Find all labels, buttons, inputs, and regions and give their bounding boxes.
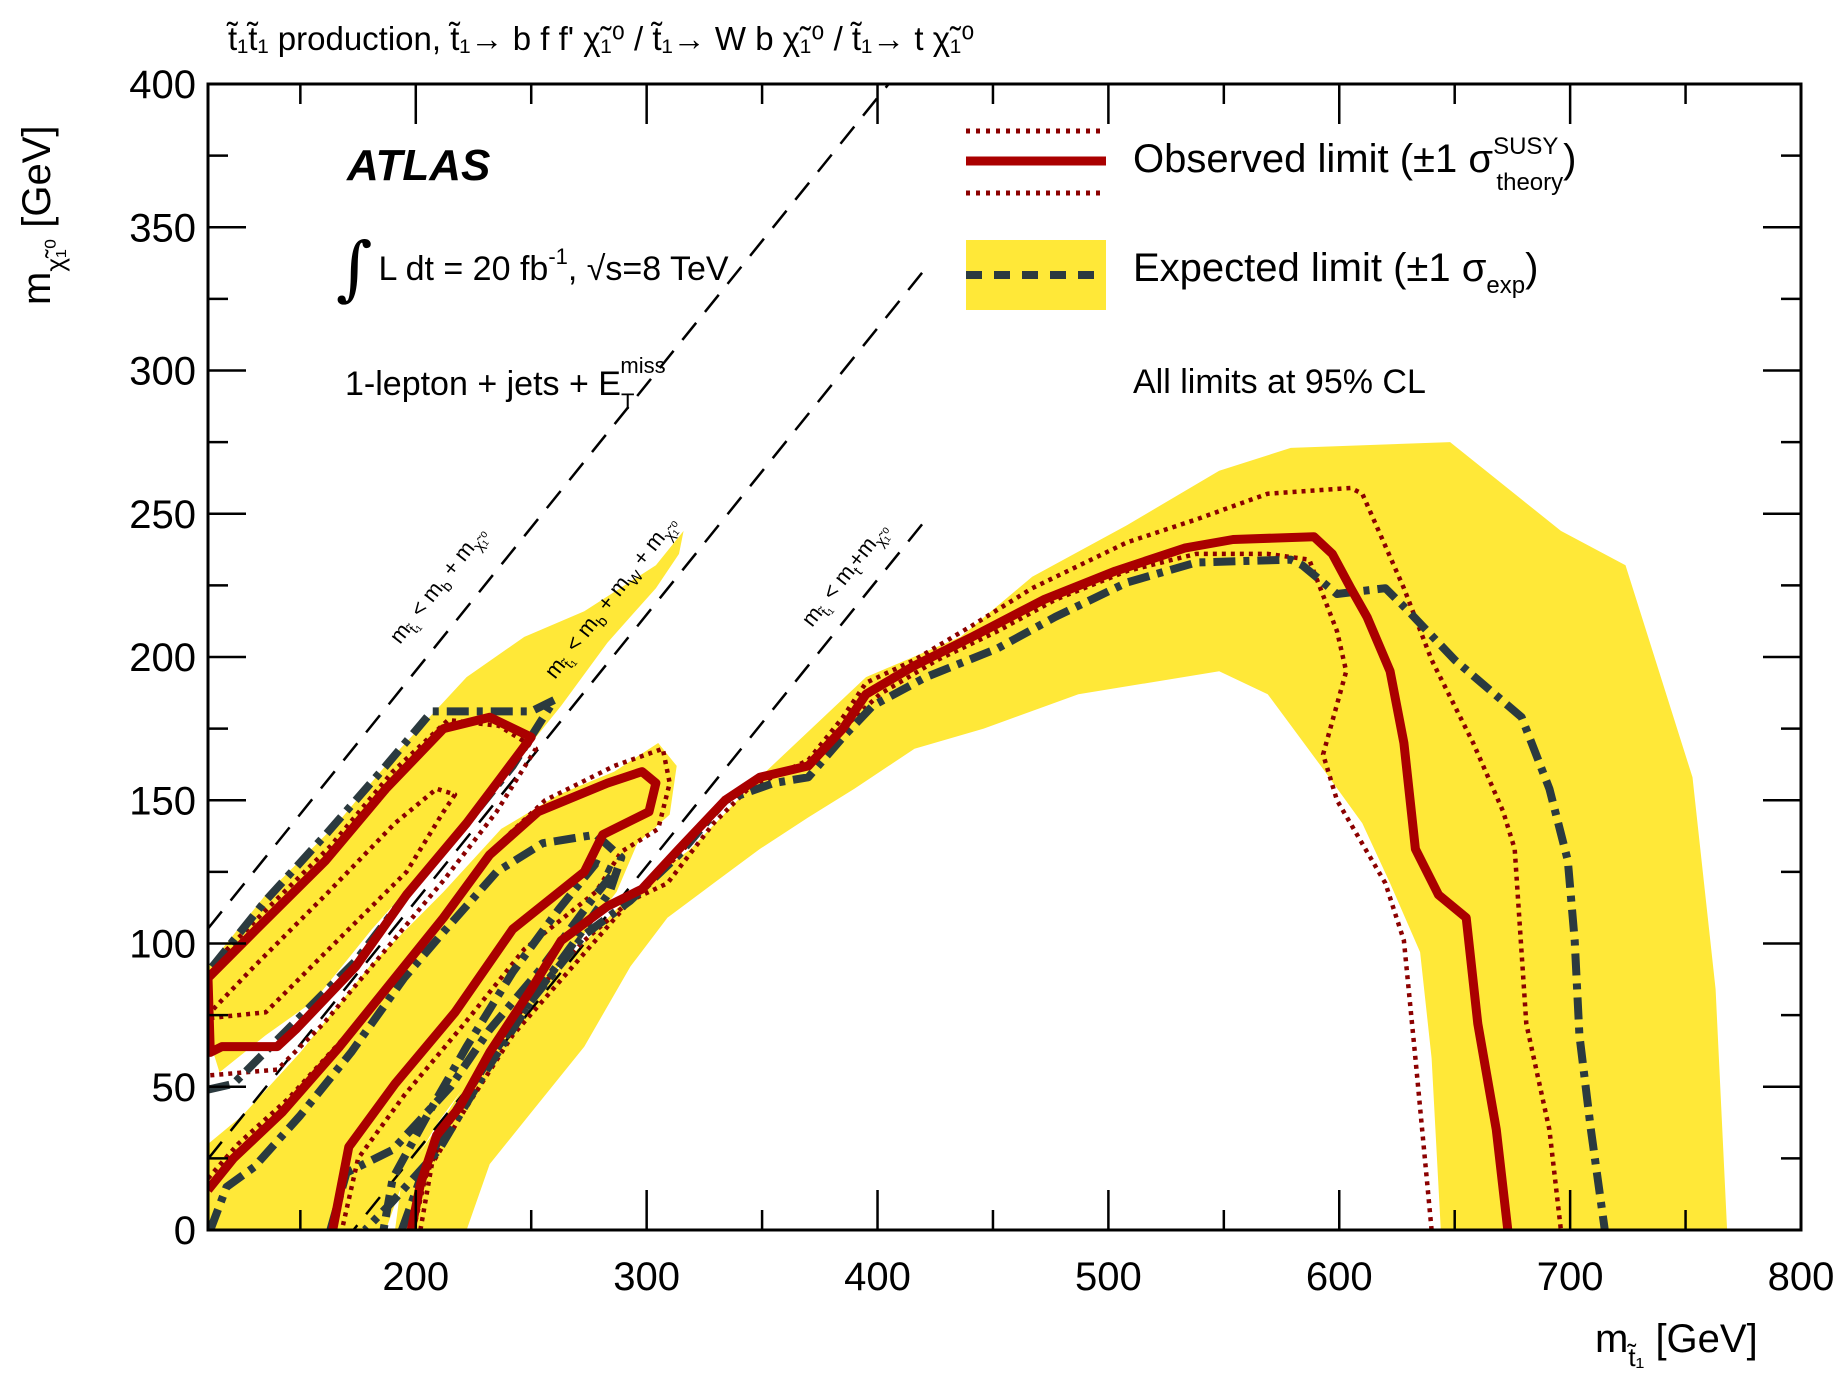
kinematic-line-3 xyxy=(351,521,925,1230)
y-axis-ticks: 0 50 100 150 200 250 300 350 400 xyxy=(129,63,1801,1253)
curve-observed_left_lower xyxy=(208,767,661,1230)
y-tick-label: 0 xyxy=(174,1209,196,1253)
x-axis-title: mt̃₁ [GeV] xyxy=(1595,1317,1758,1372)
y-tick-label: 350 xyxy=(129,206,196,250)
chart-title: t̃₁t̃₁ production, t̃₁→ b f f' χ̃₁⁰ / t̃… xyxy=(226,20,975,57)
curve-observed_left_upper_plus1sigma xyxy=(208,717,539,1078)
curve-observed_right xyxy=(406,532,1513,1230)
curve-observed_right_plus1sigma xyxy=(418,485,1564,1230)
legend-entry-observed: Observed limit (±1 σSUSY theory) xyxy=(966,128,1576,196)
x-tick-label: 200 xyxy=(382,1255,449,1299)
x-tick-label: 300 xyxy=(613,1255,680,1299)
plot-area xyxy=(208,84,1728,1230)
curve-observed_left_upper xyxy=(208,712,536,1057)
y-tick-label: 400 xyxy=(129,63,196,107)
y-axis-title: mχ̃₁⁰ [GeV] xyxy=(15,125,70,305)
legend-entry-expected: Expected limit (±1 σexp) xyxy=(966,240,1538,310)
y-tick-label: 200 xyxy=(129,636,196,680)
luminosity-label: ∫ L dt = 20 fb-1, √s=8 TeV xyxy=(336,227,729,309)
atlas-label: ATLAS xyxy=(346,141,490,190)
x-tick-label: 600 xyxy=(1306,1255,1373,1299)
limit-curves xyxy=(208,485,1609,1230)
x-tick-label: 500 xyxy=(1075,1255,1142,1299)
y-tick-label: 150 xyxy=(129,779,196,823)
curve-expected_left_lower xyxy=(208,830,626,1230)
x-tick-label: 700 xyxy=(1537,1255,1604,1299)
kinematic-label-2: mt̃₁ < mb + mW + mχ̃₁⁰ xyxy=(539,511,685,686)
expected-band-expected_band_left_lower xyxy=(208,743,677,1230)
kinematic-line-2 xyxy=(208,270,925,1160)
kinematic-line-1 xyxy=(208,84,891,930)
kinematic-lines xyxy=(208,84,925,1230)
curve-expected_right xyxy=(398,555,1609,1230)
cl-note: All limits at 95% CL xyxy=(1133,363,1426,401)
legend-expected-label: Expected limit (±1 σexp) xyxy=(1133,246,1538,299)
expected-band-expected_band_right xyxy=(395,442,1728,1230)
legend-observed-label: Observed limit (±1 σSUSY theory) xyxy=(1133,133,1576,196)
x-tick-label: 400 xyxy=(844,1255,911,1299)
x-axis-ticks: 200 300 400 500 600 700 800 xyxy=(299,84,1835,1299)
y-tick-label: 250 xyxy=(129,493,196,537)
x-tick-label: 800 xyxy=(1768,1255,1835,1299)
expected-bands xyxy=(208,442,1728,1230)
y-tick-label: 100 xyxy=(129,923,196,967)
expected-band-expected_band_left_upper xyxy=(208,530,684,1073)
channel-label: 1-lepton + jets + ETmiss xyxy=(345,353,666,414)
kinematic-label-1: mt̃₁ < mb + mχ̃₁⁰ xyxy=(384,521,495,651)
curve-expected_left_lower_inner xyxy=(326,859,619,1230)
legend: Observed limit (±1 σSUSY theory) Expected… xyxy=(966,128,1576,310)
y-tick-label: 50 xyxy=(152,1066,197,1110)
curve-observed_left_upper_minus1sigma xyxy=(208,786,458,1021)
y-tick-label: 300 xyxy=(129,350,196,394)
